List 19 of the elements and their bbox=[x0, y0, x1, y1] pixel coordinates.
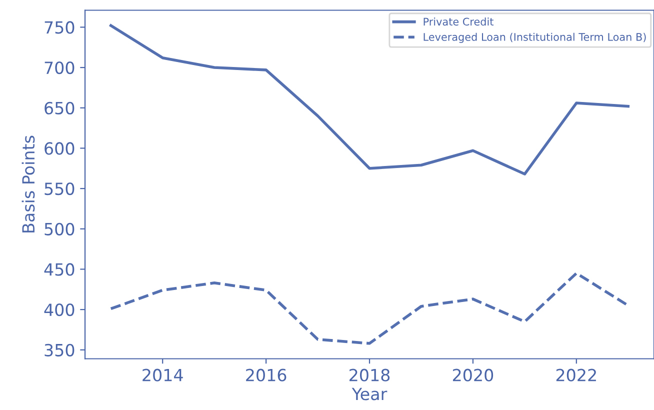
y-tick-label: 450 bbox=[44, 263, 74, 276]
x-axis-title: Year bbox=[352, 388, 388, 400]
y-tick-label: 750 bbox=[44, 21, 74, 34]
x-tick-label: 2016 bbox=[246, 368, 286, 382]
x-tick-label: 2020 bbox=[452, 368, 494, 382]
y-tick-label: 500 bbox=[44, 222, 74, 236]
x-tick-label: 2014 bbox=[142, 368, 183, 382]
legend-label: Private Credit bbox=[424, 18, 494, 26]
x-tick-label: 2022 bbox=[556, 368, 596, 382]
legend-label: Leveraged Loan (Institutional Term Loan B) bbox=[424, 32, 646, 43]
x-tick-label: 2018 bbox=[350, 368, 390, 382]
y-tick-label: 600 bbox=[44, 142, 74, 155]
line-series bbox=[109, 24, 630, 176]
y-tick-label: 550 bbox=[44, 182, 74, 196]
y-tick-label: 350 bbox=[44, 344, 74, 356]
y-tick-label: 400 bbox=[44, 304, 74, 316]
y-tick-label: 650 bbox=[44, 102, 74, 114]
y-tick-label: 700 bbox=[44, 61, 74, 74]
y-axis-title: Basis Points bbox=[22, 136, 35, 232]
